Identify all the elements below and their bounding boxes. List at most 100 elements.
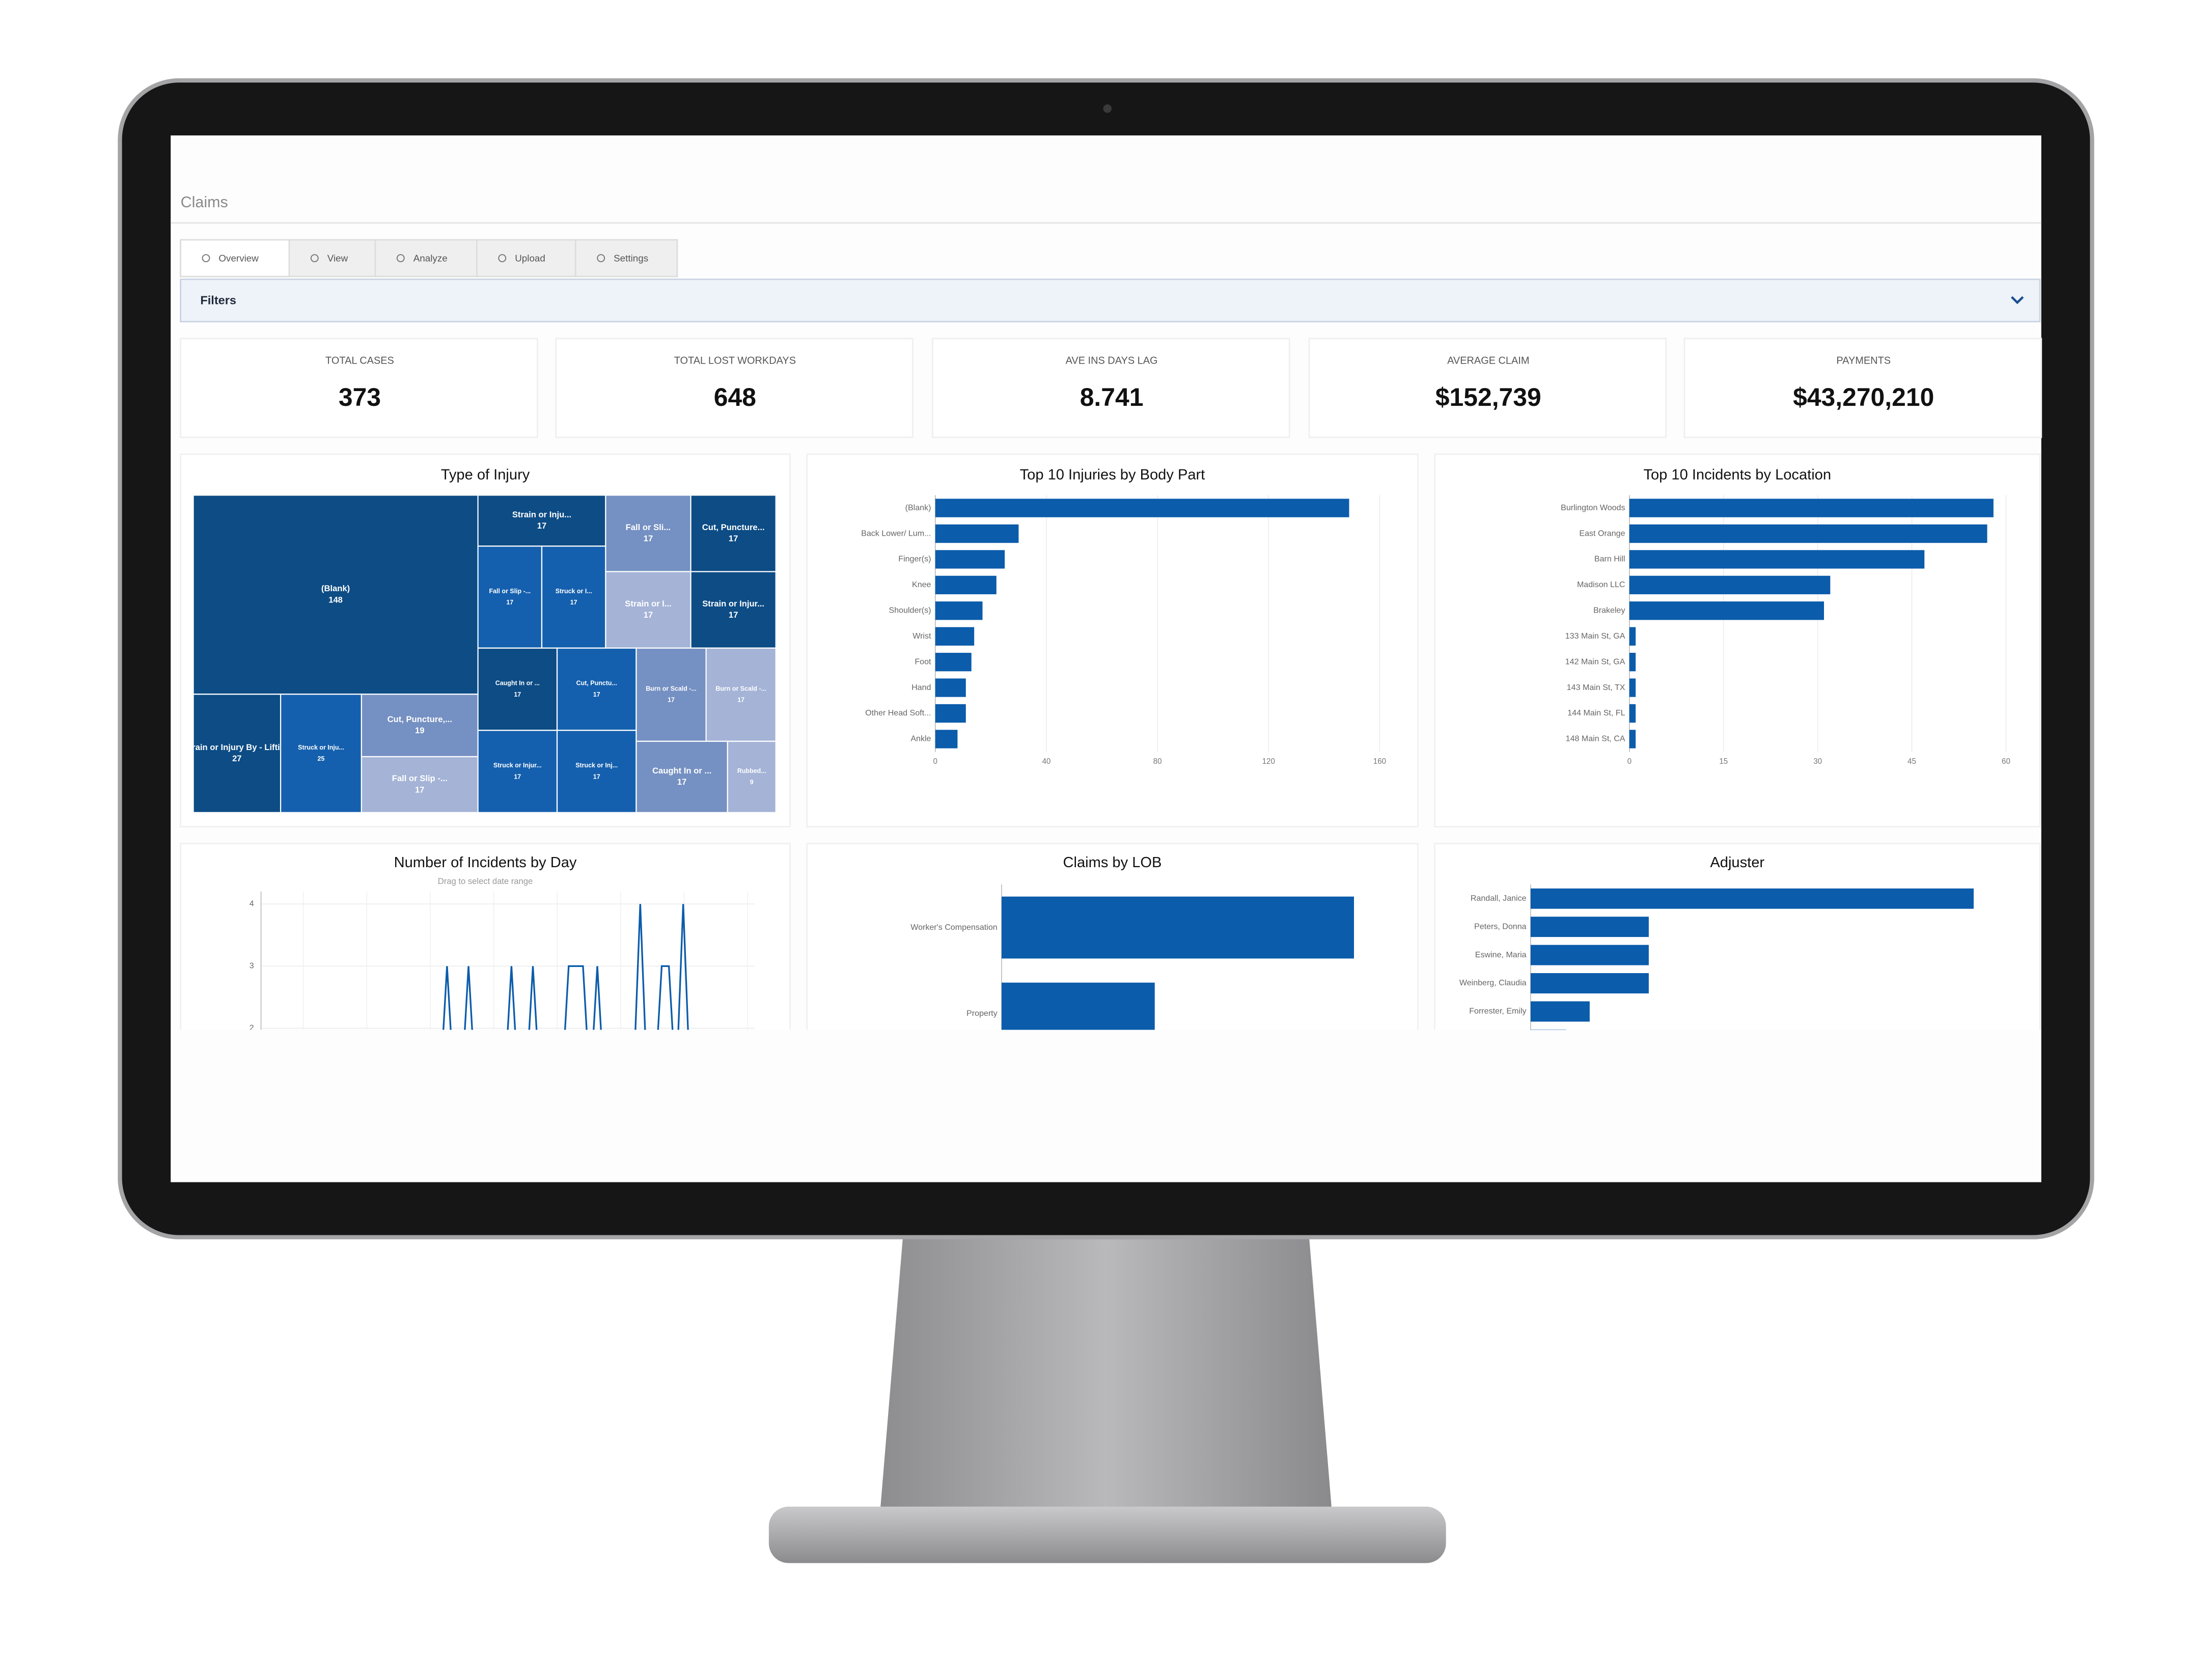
treemap-cell bbox=[727, 740, 777, 813]
tab-label[interactable]: View bbox=[327, 253, 348, 263]
treemap-cell bbox=[635, 740, 728, 813]
cell-value: 17 bbox=[415, 785, 424, 794]
cell-value: 17 bbox=[737, 697, 744, 704]
cell-label: Struck or Inju... bbox=[298, 744, 344, 751]
cell-value: 27 bbox=[232, 754, 241, 763]
treemap-cell bbox=[605, 494, 692, 572]
kpi-value: 648 bbox=[714, 383, 756, 411]
cell-label: Cut, Puncture... bbox=[702, 522, 765, 532]
y-tick-label: Barn Hill bbox=[1594, 555, 1625, 564]
tab-label[interactable]: Upload bbox=[515, 253, 545, 263]
chart-title: Claims by LOB bbox=[1063, 854, 1162, 871]
y-tick-label: 4 bbox=[250, 899, 254, 908]
bar bbox=[1629, 627, 1636, 646]
y-tick-label: Wrist bbox=[913, 631, 931, 641]
cell-value: 17 bbox=[729, 534, 738, 543]
lower-row: Number of Incidents by Day Drag to select… bbox=[180, 843, 2041, 1030]
line bbox=[443, 904, 689, 1030]
bar bbox=[935, 653, 972, 672]
cell-label: Strain or Injury By - Lifting bbox=[184, 742, 290, 752]
bar bbox=[935, 704, 966, 723]
cell-value: 17 bbox=[729, 610, 738, 620]
bar bbox=[1629, 653, 1636, 672]
tab-label[interactable]: Settings bbox=[614, 253, 648, 263]
x-tick-label: 0 bbox=[933, 757, 937, 766]
x-tick-label: 0 bbox=[1627, 757, 1632, 766]
cell-label: Cut, Puncture,... bbox=[388, 714, 452, 724]
stand-base bbox=[768, 1506, 1446, 1563]
tab[interactable] bbox=[288, 239, 376, 278]
y-tick-label: Finger(s) bbox=[898, 555, 931, 564]
y-tick-label: 144 Main St, FL bbox=[1567, 708, 1625, 717]
treemap-cell bbox=[690, 494, 777, 572]
bar bbox=[1530, 888, 1974, 909]
y-tick-label: 148 Main St, CA bbox=[1566, 734, 1625, 743]
chart-title: Number of Incidents by Day bbox=[394, 854, 577, 871]
cell-label: Struck or I... bbox=[556, 588, 592, 595]
y-tick-label: 142 Main St, GA bbox=[1565, 657, 1625, 666]
tab[interactable] bbox=[476, 239, 576, 278]
kpi-label: TOTAL LOST WORKDAYS bbox=[674, 355, 796, 366]
y-tick-label: Foot bbox=[915, 657, 931, 666]
treemap-cell bbox=[477, 494, 606, 547]
filters-bar[interactable] bbox=[180, 279, 2041, 323]
cell-label: Strain or Injur... bbox=[702, 599, 764, 609]
y-tick-label: Peters, Donna bbox=[1474, 922, 1527, 931]
x-tick-label: 60 bbox=[2002, 757, 2010, 766]
cell-value: 17 bbox=[514, 691, 521, 698]
x-tick-label: 80 bbox=[1153, 757, 1162, 766]
cell-value: 17 bbox=[677, 777, 686, 787]
kpi-label: PAYMENTS bbox=[1836, 355, 1891, 366]
tab[interactable] bbox=[180, 239, 290, 278]
bar bbox=[1629, 499, 1994, 517]
tab-label[interactable]: Analyze bbox=[413, 253, 448, 263]
y-tick-label: Worker's Compensation bbox=[910, 923, 997, 932]
cell-value: 17 bbox=[644, 610, 653, 620]
bar bbox=[935, 678, 966, 697]
dashboard: Claims Overview View Analyze Upload Settings F… bbox=[171, 193, 2042, 1030]
treemap-cell bbox=[556, 647, 637, 731]
y-tick-label: Ankle bbox=[910, 734, 931, 743]
bar bbox=[1530, 1029, 1566, 1030]
x-tick-label: 45 bbox=[1907, 757, 1916, 766]
bar bbox=[935, 730, 958, 749]
chart-panel bbox=[180, 843, 791, 1030]
bar bbox=[935, 601, 983, 620]
y-tick-label: 133 Main St, GA bbox=[1565, 631, 1625, 641]
x-tick-label: 40 bbox=[1042, 757, 1050, 766]
chart-title: Top 10 Incidents by Location bbox=[1643, 466, 1831, 483]
treemap-cell bbox=[477, 545, 543, 649]
kpi-card bbox=[180, 338, 538, 438]
y-tick-label: Weinberg, Claudia bbox=[1459, 978, 1527, 987]
treemap-cell bbox=[541, 545, 606, 649]
filters-chevron[interactable] bbox=[2011, 296, 2024, 305]
bar bbox=[935, 499, 1349, 517]
y-tick-label: Eswine, Maria bbox=[1475, 950, 1527, 959]
y-tick-label: Burlington Woods bbox=[1561, 503, 1625, 512]
cell-value: 17 bbox=[593, 773, 600, 780]
treemap-cell bbox=[705, 647, 777, 742]
bar bbox=[1629, 575, 1831, 595]
cell-value: 19 bbox=[415, 726, 424, 735]
chart-title: Adjuster bbox=[1710, 854, 1764, 871]
x-tick-label: 160 bbox=[1373, 757, 1386, 766]
cell-label: Cut, Punctu... bbox=[576, 680, 617, 687]
chart-title: Top 10 Injuries by Body Part bbox=[1020, 466, 1205, 483]
kpi-card bbox=[931, 338, 1290, 438]
cell-label: Strain or Inju... bbox=[512, 510, 571, 519]
tab[interactable] bbox=[574, 239, 678, 278]
cell-value: 148 bbox=[328, 595, 343, 604]
cell-label: Struck or Injur... bbox=[493, 762, 542, 769]
bar bbox=[1530, 973, 1649, 993]
cell-label: Fall or Slip -... bbox=[489, 588, 531, 595]
bar bbox=[1530, 917, 1649, 937]
bar bbox=[1629, 524, 1987, 543]
y-tick-label: Brakeley bbox=[1593, 606, 1625, 615]
tab-icon bbox=[202, 254, 210, 262]
cell-label: Fall or Slip -... bbox=[392, 773, 448, 783]
page-title: Claims bbox=[181, 193, 228, 211]
cell-value: 9 bbox=[750, 779, 754, 786]
tab-label[interactable]: Overview bbox=[218, 253, 259, 263]
x-tick-label: 30 bbox=[1813, 757, 1822, 766]
bar bbox=[1530, 945, 1649, 965]
